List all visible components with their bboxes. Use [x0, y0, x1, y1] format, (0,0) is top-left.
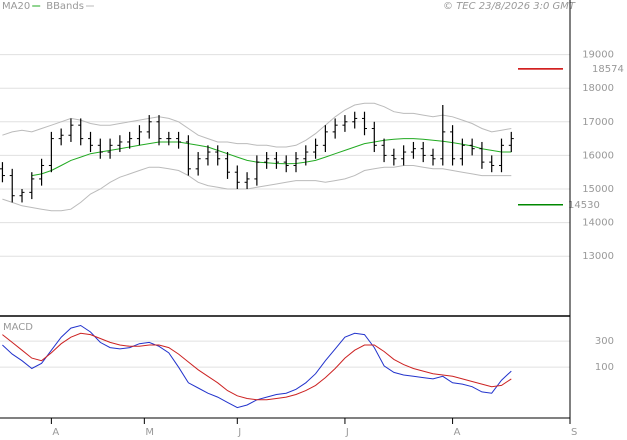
- x-tick-label: M: [145, 427, 154, 438]
- macd-line: [2, 332, 512, 401]
- y-tick-label: 19000: [582, 50, 614, 61]
- legend-label: MA20: [2, 1, 30, 12]
- x-tick-label: A: [454, 427, 461, 438]
- plot-background: [0, 0, 570, 418]
- band-lower: [2, 165, 512, 212]
- y-tick-label: 300: [595, 336, 614, 347]
- source-label: © TEC 23/8/2026 3:0 GMT: [443, 1, 576, 12]
- level-label: 14530: [568, 200, 600, 211]
- legend-label: BBands: [46, 1, 84, 12]
- x-tick-label: A: [52, 427, 59, 438]
- y-tick-label: 100: [595, 362, 614, 373]
- panel-title: MACD: [3, 322, 33, 333]
- x-tick-label: S: [571, 427, 577, 438]
- y-tick-label: 13000: [582, 251, 614, 262]
- y-tick-label: 14000: [582, 218, 614, 229]
- level-label: 18574: [592, 64, 624, 75]
- y-tick-label: 15000: [582, 184, 614, 195]
- band-upper: [2, 102, 512, 148]
- y-tick-label: 16000: [582, 150, 614, 161]
- y-tick-label: 17000: [582, 117, 614, 128]
- y-tick-label: 18000: [582, 83, 614, 94]
- ma-line: [31, 138, 512, 177]
- x-tick-label: J: [345, 427, 349, 438]
- x-tick-label: J: [237, 427, 241, 438]
